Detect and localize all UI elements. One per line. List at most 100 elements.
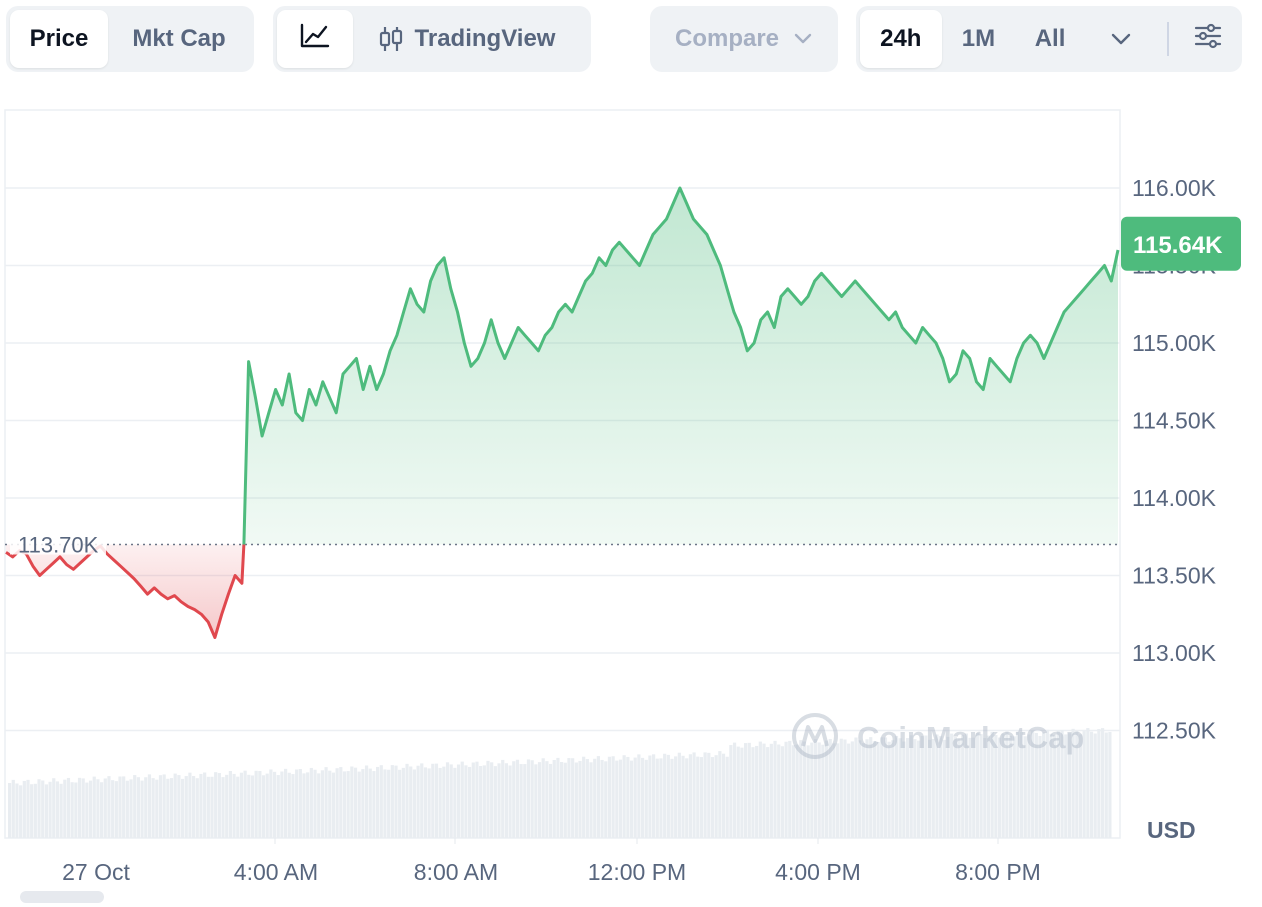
volume-bar — [604, 761, 608, 838]
volume-bar — [968, 737, 972, 838]
volume-bar — [777, 744, 781, 838]
volume-bar — [946, 736, 950, 838]
tab-all[interactable]: All — [1034, 25, 1066, 52]
volume-bar — [615, 760, 619, 838]
sliders-icon — [1193, 22, 1223, 57]
volume-bar — [129, 779, 133, 838]
volume-bar — [571, 758, 575, 838]
volume-bar — [865, 739, 869, 838]
volume-bar — [681, 755, 685, 838]
volume-bar — [931, 738, 935, 838]
volume-bar — [122, 776, 126, 838]
volume-bar — [784, 741, 788, 838]
x-tick-label: 4:00 AM — [234, 859, 318, 885]
baseline-label: 113.70K — [18, 533, 99, 558]
volume-bar — [453, 767, 457, 838]
volume-bar — [372, 771, 376, 838]
y-tick-label: 114.50K — [1132, 408, 1217, 434]
metric-tab-group: Price Mkt Cap — [6, 6, 254, 72]
volume-bar — [806, 745, 810, 838]
volume-bar — [633, 757, 637, 838]
volume-bar — [755, 745, 759, 838]
volume-bar — [891, 740, 895, 838]
volume-bar — [585, 759, 589, 838]
volume-bar — [144, 777, 148, 838]
compare-dropdown[interactable]: Compare — [650, 6, 838, 72]
volume-bar — [791, 745, 796, 838]
volume-bar — [169, 778, 174, 838]
volume-bar — [1056, 730, 1060, 838]
volume-bar — [423, 767, 428, 838]
tab-line-chart[interactable] — [277, 10, 353, 68]
volume-bar — [762, 743, 766, 838]
volume-bar — [972, 737, 976, 838]
volume-bar — [732, 742, 737, 838]
volume-bar — [990, 731, 994, 838]
volume-bar — [357, 771, 361, 838]
volume-bar — [1008, 735, 1013, 838]
volume-bar — [350, 766, 354, 838]
volume-bar — [512, 761, 516, 838]
volume-bar — [401, 767, 405, 838]
volume-bar — [979, 734, 983, 838]
volume-bar — [479, 766, 483, 838]
volume-bar — [11, 779, 15, 838]
volume-bar — [394, 765, 398, 838]
volume-bar — [100, 782, 104, 838]
volume-bar — [769, 743, 773, 838]
volume-bar — [8, 783, 12, 838]
price-line-up — [242, 186, 1120, 545]
chevron-down-icon — [793, 32, 813, 46]
volume-bar — [26, 779, 30, 838]
time-scrollbar-handle[interactable] — [20, 891, 104, 903]
volume-bar — [526, 759, 531, 838]
volume-bar — [210, 776, 214, 838]
tab-tradingview[interactable]: TradingView — [353, 10, 579, 68]
volume-bar — [913, 739, 917, 838]
tab-24h[interactable]: 24h — [860, 10, 942, 68]
volume-bar — [964, 733, 968, 838]
volume-bar — [905, 738, 910, 838]
volume-bar — [876, 741, 880, 838]
volume-bar — [986, 735, 991, 838]
volume-bar — [390, 765, 394, 838]
volume-bar — [950, 733, 954, 838]
toolbar-divider — [1166, 22, 1169, 56]
volume-bar — [92, 776, 96, 838]
volume-bar — [751, 747, 755, 838]
volume-bar — [258, 771, 262, 838]
tab-mkt-cap[interactable]: Mkt Cap — [132, 25, 226, 52]
volume-bar — [324, 767, 328, 838]
up-area — [243, 188, 1118, 545]
volume-bar — [1093, 733, 1097, 838]
volume-bar — [287, 772, 291, 838]
volume-bar — [850, 741, 854, 838]
volume-bar — [858, 740, 862, 838]
volume-bar — [221, 777, 225, 838]
volume-bar — [232, 773, 236, 838]
volume-bar — [644, 759, 648, 838]
volume-bar — [1067, 733, 1072, 838]
volume-bar — [563, 762, 567, 838]
volume-bar — [180, 778, 185, 838]
volume-bar — [582, 756, 586, 838]
chart-settings-button[interactable] — [1179, 10, 1238, 68]
volume-bar — [339, 767, 343, 838]
volume-bar — [486, 760, 490, 838]
volume-bar — [534, 764, 538, 838]
volume-bar — [313, 769, 317, 838]
tab-1m[interactable]: 1M — [961, 25, 996, 52]
volume-bar — [66, 777, 71, 838]
x-tick-label: 12:00 PM — [588, 859, 686, 885]
volume-bar — [640, 757, 645, 838]
volume-bar — [1078, 734, 1083, 838]
y-tick-label: 115.00K — [1132, 330, 1217, 356]
volume-bar — [147, 774, 152, 838]
volume-bar — [302, 773, 306, 838]
tab-price[interactable]: Price — [10, 10, 108, 68]
volume-bar — [1045, 729, 1049, 838]
volume-bar — [817, 742, 821, 838]
range-more-button[interactable] — [1085, 10, 1157, 68]
